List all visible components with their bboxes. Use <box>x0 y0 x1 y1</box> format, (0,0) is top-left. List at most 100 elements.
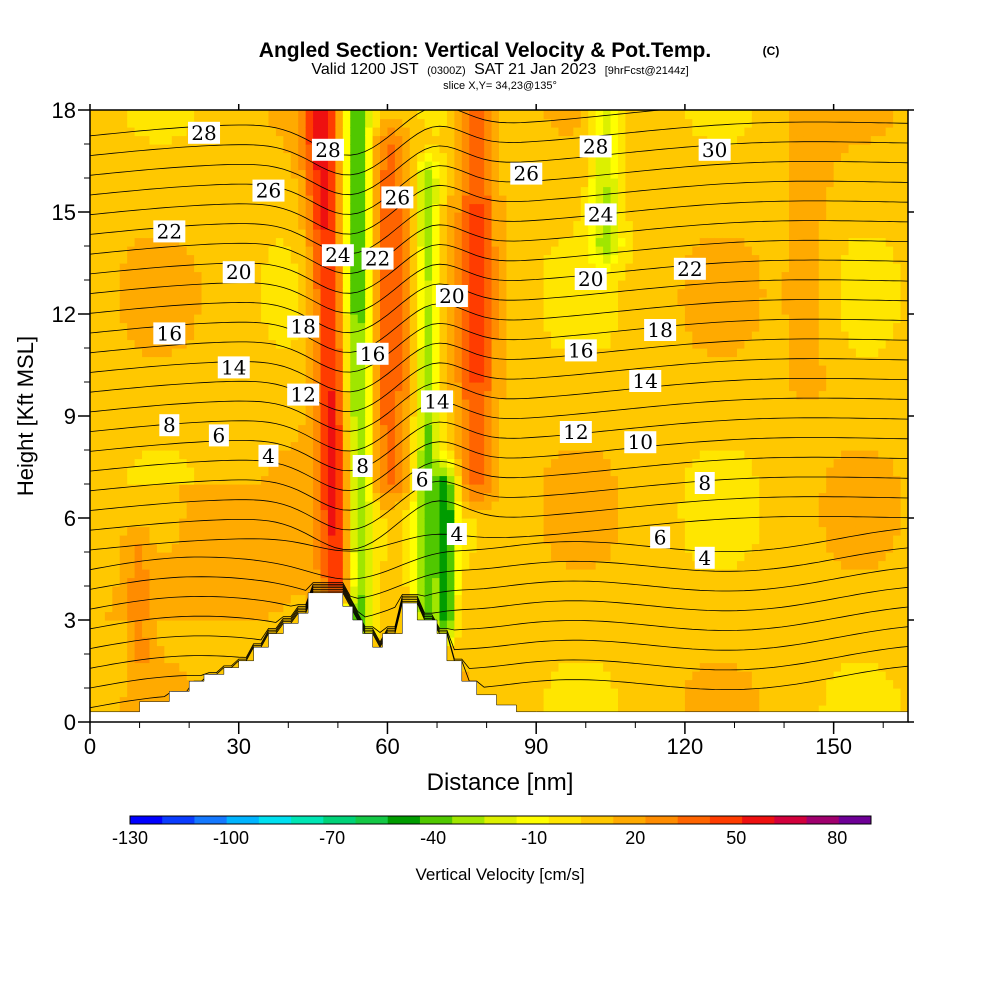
velocity-cell <box>446 552 455 562</box>
velocity-cell <box>275 603 284 613</box>
velocity-cell <box>469 254 478 264</box>
velocity-cell <box>201 263 210 273</box>
velocity-cell <box>194 314 203 324</box>
velocity-field <box>90 110 908 722</box>
velocity-cell <box>238 246 247 256</box>
velocity-cell <box>543 501 552 511</box>
velocity-cell <box>201 620 210 630</box>
velocity-cell <box>253 611 262 621</box>
velocity-cell <box>253 365 262 375</box>
velocity-cell <box>580 186 589 196</box>
velocity-cell <box>372 628 381 638</box>
velocity-cell <box>595 331 604 341</box>
velocity-cell <box>476 543 485 553</box>
velocity-cell <box>439 356 448 366</box>
velocity-cell <box>491 152 500 162</box>
velocity-cell <box>461 169 470 179</box>
velocity-cell <box>253 203 262 213</box>
velocity-cell <box>432 212 441 222</box>
velocity-cell <box>290 492 299 502</box>
velocity-cell <box>424 594 433 604</box>
velocity-cell <box>588 620 597 630</box>
velocity-cell <box>543 127 552 137</box>
velocity-cell <box>446 280 455 290</box>
velocity-cell <box>476 501 485 511</box>
velocity-cell <box>543 407 552 417</box>
velocity-cell <box>491 144 500 154</box>
velocity-cell <box>491 637 500 647</box>
velocity-cell <box>134 254 143 264</box>
velocity-cell <box>112 348 121 358</box>
velocity-cell <box>439 365 448 375</box>
velocity-cell <box>595 501 604 511</box>
velocity-cell <box>454 569 463 579</box>
velocity-cell <box>417 135 426 145</box>
velocity-cell <box>156 526 165 536</box>
velocity-cell <box>528 288 537 298</box>
velocity-cell <box>365 203 374 213</box>
velocity-cell <box>194 144 203 154</box>
velocity-cell <box>201 169 210 179</box>
velocity-cell <box>536 280 545 290</box>
velocity-cell <box>261 135 270 145</box>
velocity-cell <box>394 237 403 247</box>
velocity-cell <box>119 161 128 171</box>
velocity-cell <box>119 458 128 468</box>
velocity-cell <box>208 144 218 154</box>
velocity-cell <box>127 594 136 604</box>
velocity-cell <box>208 543 218 553</box>
valid-prefix: Valid 1200 JST <box>311 61 419 78</box>
velocity-cell <box>194 203 203 213</box>
velocity-cell <box>454 254 463 264</box>
velocity-cell <box>387 475 396 485</box>
velocity-cell <box>134 348 143 358</box>
velocity-cell <box>380 322 389 332</box>
velocity-cell <box>335 552 344 562</box>
velocity-cell <box>365 373 374 383</box>
velocity-cell <box>365 475 374 485</box>
velocity-cell <box>476 144 485 154</box>
velocity-cell <box>521 271 530 281</box>
velocity-cell <box>194 348 203 358</box>
velocity-cell <box>461 450 470 460</box>
velocity-cell <box>112 569 121 579</box>
velocity-cell <box>454 212 463 222</box>
velocity-cell <box>186 390 195 400</box>
velocity-cell <box>223 178 232 188</box>
velocity-cell <box>119 637 128 647</box>
velocity-cell <box>119 331 128 341</box>
velocity-cell <box>171 586 180 596</box>
velocity-cell <box>90 169 99 179</box>
velocity-cell <box>595 560 604 570</box>
velocity-cell <box>565 560 574 570</box>
velocity-cell <box>491 399 500 409</box>
velocity-cell <box>506 220 515 230</box>
velocity-cell <box>372 450 381 460</box>
velocity-cell <box>119 118 128 128</box>
velocity-cell <box>223 161 232 171</box>
velocity-cell <box>223 195 232 205</box>
velocity-cell <box>201 382 210 392</box>
velocity-cell <box>484 416 493 426</box>
velocity-cell <box>558 569 567 579</box>
velocity-cell <box>365 484 374 494</box>
velocity-cell <box>491 305 500 315</box>
velocity-cell <box>171 433 180 443</box>
velocity-cell <box>238 399 247 409</box>
velocity-cell <box>156 280 165 290</box>
velocity-cell <box>283 212 292 222</box>
velocity-cell <box>536 220 545 230</box>
velocity-cell <box>208 271 218 281</box>
velocity-cell <box>223 144 232 154</box>
velocity-cell <box>402 365 411 375</box>
velocity-cell <box>499 203 508 213</box>
velocity-cell <box>387 220 396 230</box>
velocity-cell <box>536 356 545 366</box>
velocity-cell <box>261 339 270 349</box>
velocity-cell <box>357 297 366 307</box>
velocity-cell <box>127 220 136 230</box>
velocity-cell <box>432 348 441 358</box>
velocity-cell <box>156 407 165 417</box>
velocity-cell <box>543 169 552 179</box>
velocity-cell <box>149 458 158 468</box>
